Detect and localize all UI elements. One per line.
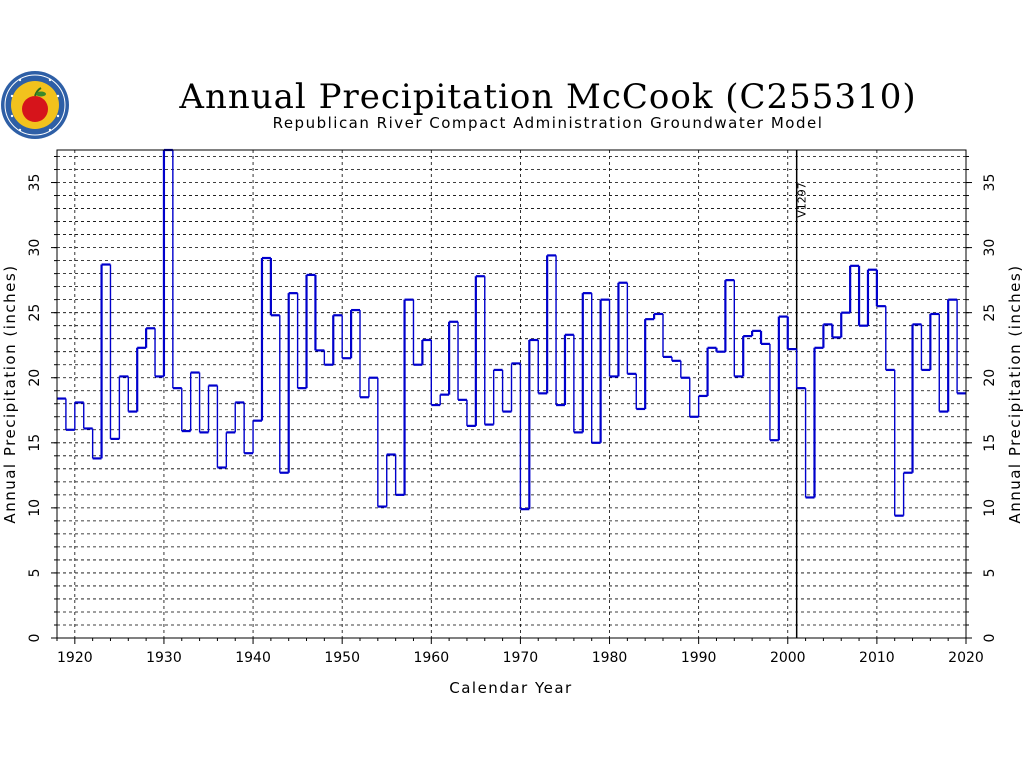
y-axis-label-left: Annual Precipitation (inches): [1, 264, 19, 523]
x-tick-label: 1990: [681, 650, 717, 666]
x-tick-label: 2010: [859, 650, 895, 666]
y-tick-label-right: 5: [982, 568, 998, 577]
series-precipitation: [57, 148, 966, 517]
y-tick-label-right: 15: [982, 434, 998, 452]
y-tick-label-left: 25: [27, 304, 43, 322]
y-axis-label-right: Annual Precipitation (inches): [1006, 264, 1024, 523]
y-tick-label-left: 5: [27, 568, 43, 577]
y-tick-label-right: 35: [982, 174, 998, 192]
apple-icon: [22, 96, 48, 122]
x-tick-label: 1930: [146, 650, 182, 666]
y-tick-label-left: 15: [27, 434, 43, 452]
y-tick-label-left: 0: [27, 634, 43, 643]
y-tick-label-right: 30: [982, 239, 998, 257]
x-axis: 1920 1930 1940 1950 1960 1970 1980 1990 2000 2010…: [56, 638, 984, 666]
y-tick-label-left: 30: [27, 239, 43, 257]
chart-subtitle: Republican River Compact Administration …: [273, 114, 824, 132]
rrca-logo: [1, 71, 69, 139]
chart-title: Annual Precipitation McCook (C255310): [178, 77, 916, 117]
y-tick-label-right: 0: [982, 634, 998, 643]
x-tick-label: 1960: [413, 650, 449, 666]
plot-frame: [56, 149, 967, 639]
x-tick-label: 2020: [948, 650, 984, 666]
y-tick-label-left: 10: [27, 499, 43, 517]
y-tick-label-left: 20: [27, 369, 43, 387]
y-tick-label-right: 20: [982, 369, 998, 387]
x-tick-label: 1950: [324, 650, 360, 666]
annotation-label: V1297: [796, 182, 809, 218]
x-tick-label: 1980: [592, 650, 628, 666]
y-tick-label-right: 25: [982, 304, 998, 322]
y-tick-label-right: 10: [982, 499, 998, 517]
x-tick-label: 2000: [770, 650, 806, 666]
x-tick-label: 1970: [503, 650, 539, 666]
x-tick-label: 1940: [235, 650, 271, 666]
y-axis: 0 0 5 5 10 10 15 15 20 20 25 25 30 30 35 35: [27, 156, 998, 643]
y-tick-label-left: 35: [27, 174, 43, 192]
x-tick-label: 1920: [57, 650, 93, 666]
x-axis-label: Calendar Year: [449, 679, 572, 697]
